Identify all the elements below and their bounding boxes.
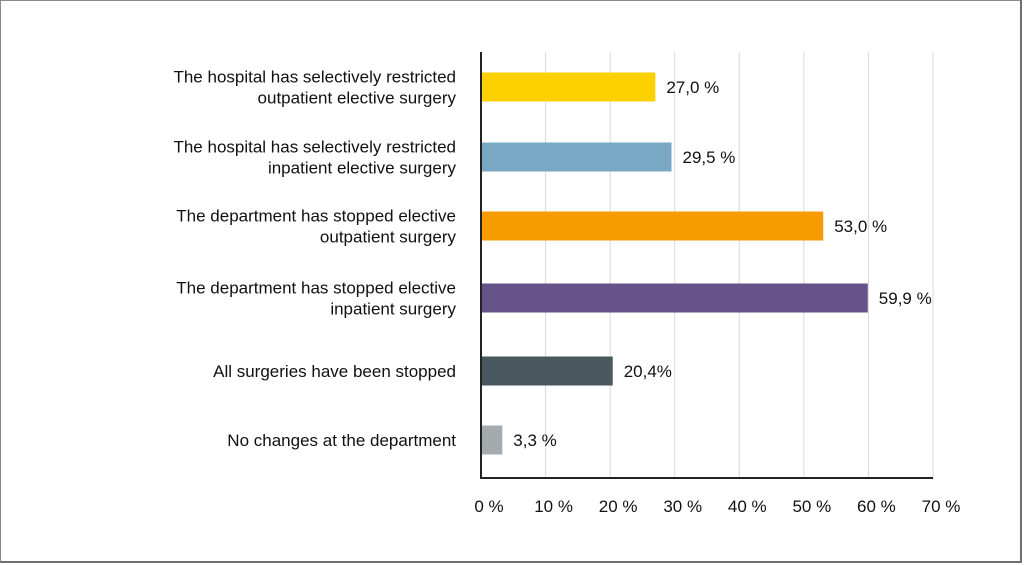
category-label: No changes at the department — [227, 431, 456, 450]
bar — [481, 142, 672, 172]
value-label: 3,3 % — [513, 431, 556, 450]
category-label: The hospital has selectively restricted o… — [173, 68, 456, 108]
x-tick-label: 30 % — [663, 497, 702, 516]
x-tick-label: 40 % — [728, 497, 767, 516]
x-tick-label: 50 % — [792, 497, 831, 516]
category-label: The department has stopped elective inpat… — [176, 279, 456, 319]
x-tick-label: 20 % — [599, 497, 638, 516]
category-label: The department has stopped elective outpa… — [176, 207, 456, 247]
category-label: All surgeries have been stopped — [213, 362, 456, 381]
category-labels: The hospital has selectively restricted o… — [173, 68, 456, 451]
x-tick-labels: 0 % 10 % 20 % 30 % 40 % 50 % 60 % 70 % — [474, 497, 960, 516]
bar — [481, 211, 824, 241]
value-labels: 27,0 % 29,5 % 53,0 % 59,9 % 20,4% 3,3 % — [513, 78, 931, 450]
value-label: 53,0 % — [834, 217, 887, 236]
x-tick-label: 70 % — [922, 497, 961, 516]
x-tick-label: 0 % — [474, 497, 503, 516]
value-label: 29,5 % — [682, 148, 735, 167]
bar — [481, 425, 503, 455]
bar — [481, 356, 613, 386]
bar — [481, 72, 656, 102]
value-label: 59,9 % — [879, 289, 932, 308]
category-label: The hospital has selectively restricted i… — [173, 138, 456, 178]
gridlines — [545, 52, 934, 478]
x-tick-label: 60 % — [857, 497, 896, 516]
bar — [481, 283, 868, 313]
axes — [480, 52, 933, 479]
x-tick-label: 10 % — [534, 497, 573, 516]
bars — [481, 72, 868, 455]
value-label: 27,0 % — [666, 78, 719, 97]
value-label: 20,4% — [624, 362, 672, 381]
